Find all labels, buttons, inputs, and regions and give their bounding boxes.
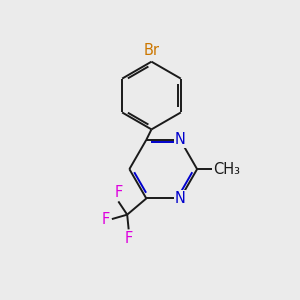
Text: N: N: [175, 191, 186, 206]
Text: CH₃: CH₃: [213, 162, 240, 177]
Text: F: F: [114, 185, 122, 200]
Text: Br: Br: [143, 43, 160, 58]
Text: F: F: [124, 231, 133, 246]
Text: N: N: [175, 132, 186, 147]
Text: F: F: [101, 212, 110, 226]
